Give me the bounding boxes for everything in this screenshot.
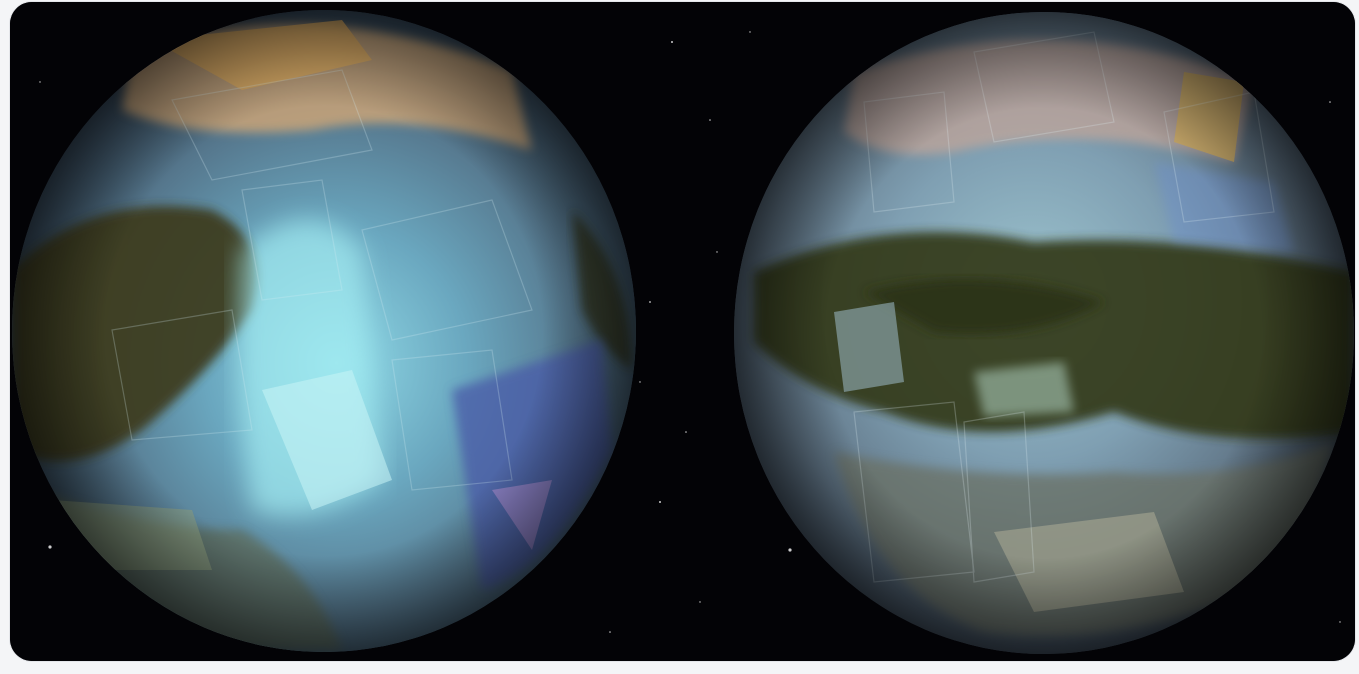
left-globe-surface bbox=[12, 10, 636, 652]
image-frame bbox=[10, 2, 1355, 661]
right-globe-surface bbox=[734, 12, 1354, 654]
right-globe bbox=[734, 12, 1354, 654]
left-globe bbox=[12, 10, 636, 652]
